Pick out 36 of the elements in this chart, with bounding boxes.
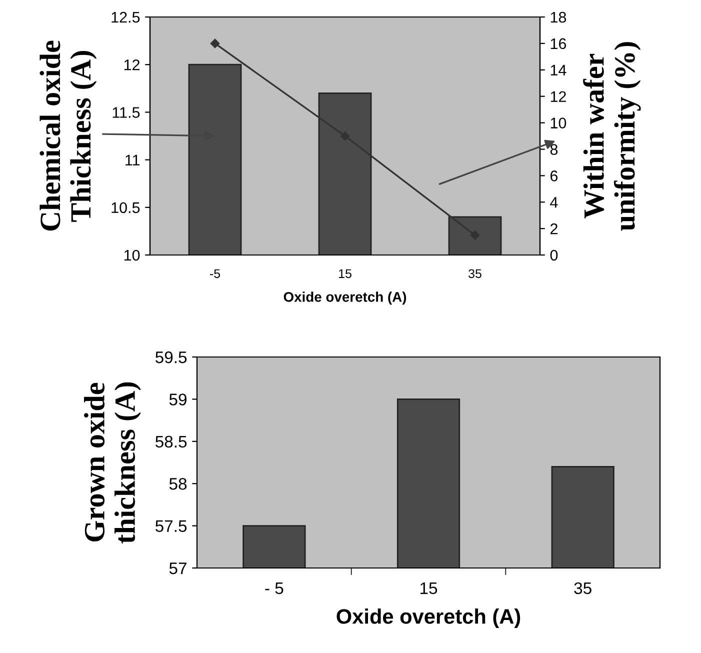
y-tick-label: 57 (169, 562, 186, 574)
y-tick-label: 11 (126, 154, 140, 166)
y2-tick-label: 4 (550, 197, 558, 208)
x-tick-label: 35 (574, 582, 592, 594)
x-tick-label: 15 (420, 582, 438, 594)
y2-tick-label: 6 (550, 170, 558, 182)
x-tick-label: 15 (339, 269, 352, 278)
y-tick-label: 10.5 (112, 202, 140, 214)
x-axis-title: Oxide overetch (A) (284, 292, 406, 305)
y2-tick-label: 10 (550, 118, 566, 128)
y-axis-title: Grown oxide thickness (A) (84, 382, 141, 544)
x-tick-label: - 5 (265, 582, 284, 594)
y-tick-label: 10 (124, 250, 140, 261)
y-tick-label: 59.5 (156, 351, 187, 364)
y-tick-label: 12.5 (112, 12, 140, 23)
x-axis-title: Oxide overetch (A) (336, 608, 520, 628)
y2-axis-title: Within wafer uniformity (%) (583, 42, 641, 231)
point (340, 131, 350, 141)
y2-tick-label: 16 (550, 38, 566, 50)
point (210, 38, 220, 48)
y-tick-label: 58.5 (156, 436, 187, 448)
y-axis-title: Chemical oxide Thickness (A) (40, 40, 97, 231)
y-tick-label: 12 (124, 59, 140, 70)
y-tick-label: 57.5 (156, 520, 187, 532)
y-tick-label: 59 (169, 394, 186, 406)
y2-tick-label: 12 (550, 91, 566, 102)
point (470, 230, 480, 240)
y2-tick-label: 18 (550, 12, 566, 23)
y2-tick-label: 2 (550, 223, 558, 234)
y-tick-label: 11.5 (112, 107, 140, 118)
x-tick-label: 35 (468, 269, 482, 278)
y2-tick-label: 0 (550, 250, 558, 261)
y-tick-label: 58 (169, 478, 187, 490)
y2-tick-label: 8 (550, 144, 558, 155)
x-tick-label: -5 (210, 269, 220, 278)
y2-tick-label: 14 (550, 64, 566, 76)
